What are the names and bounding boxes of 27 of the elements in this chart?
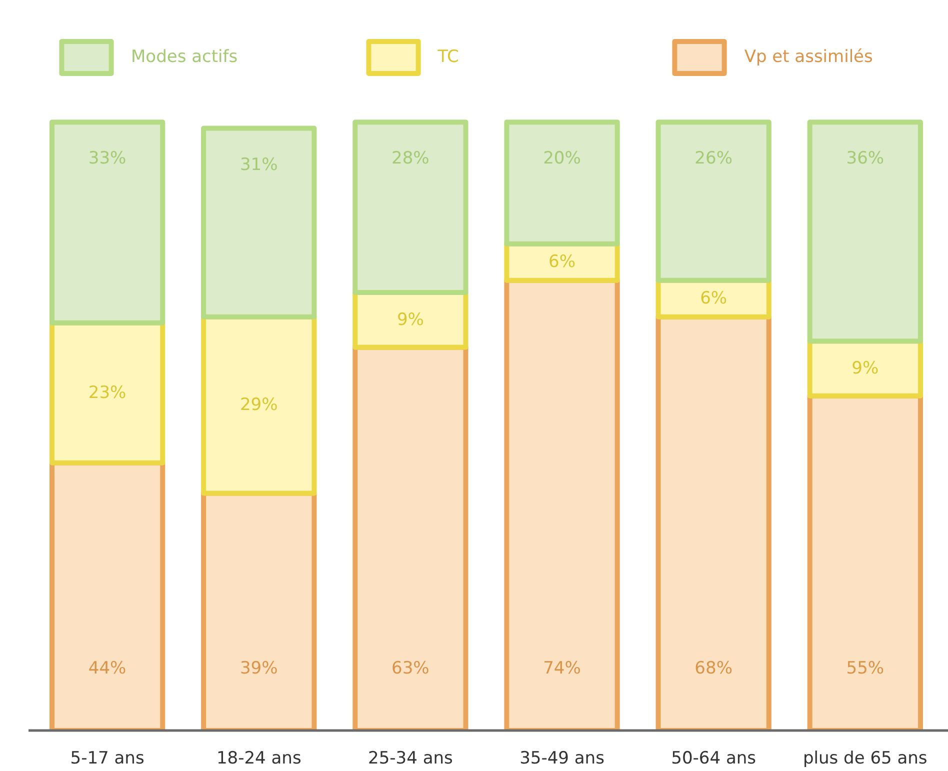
data-label: 63% [392,658,430,678]
data-label: 33% [88,148,126,169]
data-label: 9% [852,358,879,379]
data-label: 68% [694,658,732,678]
x-tick-label: 5-17 ans [70,748,144,768]
x-tick-label: 18-24 ans [216,748,302,768]
data-label: 31% [240,154,278,175]
data-label: 20% [543,148,581,169]
data-label: 6% [548,252,576,272]
data-label: 23% [88,382,126,403]
x-tick-label: 50-64 ans [671,748,756,768]
data-label: 44% [88,658,126,678]
x-tick-label: 25-34 ans [368,748,454,768]
data-label: 29% [240,395,278,416]
data-label: 28% [392,148,430,169]
data-label: 6% [700,288,728,309]
data-label: 74% [543,658,581,678]
x-tick-label: 35-49 ans [520,748,605,768]
legend-label: Modes actifs [131,47,238,67]
data-label: 39% [240,658,278,678]
legend-label: Vp et assimilés [744,47,873,67]
data-label: 26% [694,148,732,169]
data-label: 9% [396,310,424,330]
x-tick-label: plus de 65 ans [802,748,928,768]
data-label: 55% [846,658,884,678]
data-label: 36% [846,148,884,169]
legend-label: TC [438,47,459,67]
